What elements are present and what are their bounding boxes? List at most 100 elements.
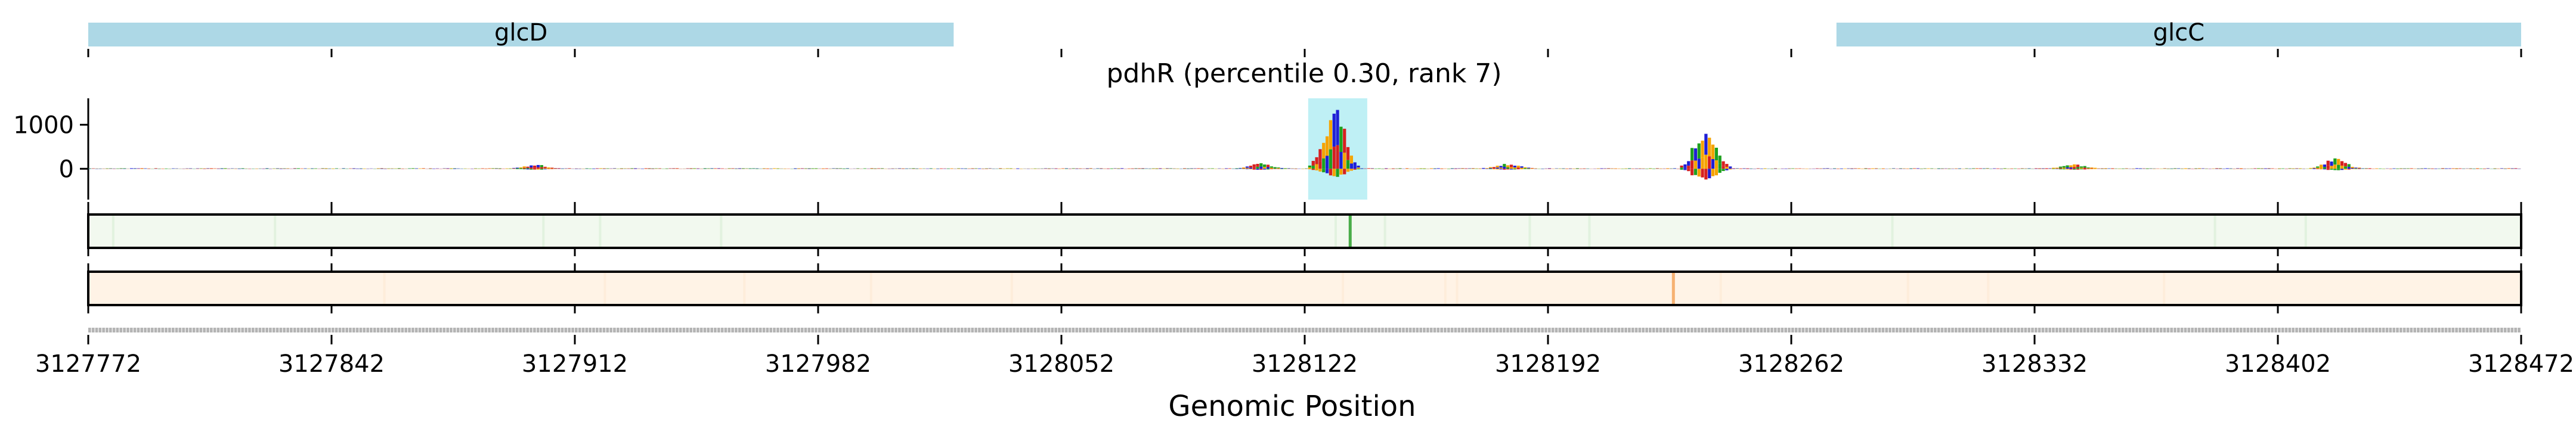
- sequence-base: [1072, 328, 1075, 332]
- sequence-base: [2281, 328, 2284, 332]
- logo-letter: [1722, 166, 1725, 169]
- sequence-base: [154, 328, 157, 332]
- logo-letter: [1308, 165, 1312, 168]
- sequence-base: [435, 328, 439, 332]
- track-faint-band: [1528, 216, 1531, 247]
- sequence-base: [616, 328, 620, 332]
- logo-letter: [2218, 168, 2222, 169]
- sequence-base: [1416, 328, 1419, 332]
- logo-letter: [1732, 168, 1736, 169]
- sequence-base: [1395, 328, 1398, 332]
- logo-letter-neg: [1336, 169, 1339, 177]
- sequence-base: [2312, 328, 2315, 332]
- sequence-base: [696, 328, 699, 332]
- logo-letter: [1683, 167, 1687, 169]
- sequence-base: [1788, 328, 1791, 332]
- chart-title: pdhR (percentile 0.30, rank 7): [1106, 58, 1501, 89]
- sequence-base: [1857, 328, 1860, 332]
- logo-letter: [2333, 164, 2337, 169]
- sequence-base: [2145, 328, 2149, 332]
- sequence-base: [1343, 328, 1346, 332]
- sequence-base: [2010, 328, 2013, 332]
- logo-letter: [1322, 142, 1326, 158]
- logo-letter: [1266, 164, 1270, 167]
- sequence-base: [422, 328, 425, 332]
- sequence-base: [2337, 328, 2340, 332]
- logo-letter: [1461, 168, 1465, 169]
- logo-letter: [450, 168, 453, 169]
- x-axis: 3127772 3127842 3127912 3127982 3128052 31281…: [35, 335, 2574, 378]
- sequence-base: [505, 328, 509, 332]
- logo-letter: [1735, 168, 1739, 169]
- track-faint-band: [542, 216, 545, 247]
- sequence-base: [328, 328, 331, 332]
- signal-track-orange: [87, 263, 2522, 313]
- sequence-base: [540, 328, 543, 332]
- sequence-base: [150, 328, 154, 332]
- logo-letter: [1044, 168, 1048, 169]
- sequence-base: [1551, 328, 1555, 332]
- sequence-base: [1673, 328, 1676, 332]
- sequence-base: [585, 328, 589, 332]
- sequence-base: [1892, 328, 1895, 332]
- sequence-base: [2361, 328, 2364, 332]
- logo-letter: [1183, 168, 1187, 169]
- sequence-base: [2406, 328, 2410, 332]
- logo-letter: [491, 168, 495, 169]
- sequence-base: [140, 328, 144, 332]
- sequence-base: [2284, 328, 2288, 332]
- logo-letter: [206, 168, 210, 169]
- logo-letter: [1357, 166, 1360, 168]
- sequence-base: [971, 328, 974, 332]
- sequence-base: [1117, 328, 1120, 332]
- sequence-base: [1739, 328, 1742, 332]
- logo-letter-neg: [1693, 169, 1698, 175]
- sequence-base: [1082, 328, 1085, 332]
- logo-letter: [241, 168, 244, 169]
- sequence-base: [2239, 328, 2243, 332]
- logo-letter: [1690, 160, 1694, 169]
- logo-letter: [1680, 165, 1683, 168]
- sequence-base: [1315, 328, 1318, 332]
- gene-track-x-ticks: [87, 49, 2522, 57]
- sequence-base: [887, 328, 891, 332]
- sequence-base: [1798, 328, 1801, 332]
- logo-letter: [1315, 157, 1318, 164]
- sequence-base: [2399, 328, 2402, 332]
- logo-letter: [752, 168, 756, 169]
- logo-letter: [522, 166, 526, 168]
- logo-letter: [1729, 167, 1732, 169]
- logo-letter: [1680, 167, 1683, 169]
- sequence-base: [2476, 328, 2479, 332]
- sequence-base: [324, 328, 328, 332]
- sequence-base: [98, 328, 102, 332]
- logo-letter: [1986, 168, 1989, 169]
- sequence-base: [689, 328, 693, 332]
- sequence-base: [2253, 328, 2256, 332]
- sequence-base: [1781, 328, 1784, 332]
- sequence-base: [1475, 328, 1478, 332]
- logo-letter: [1725, 166, 1729, 169]
- sequence-base: [1308, 328, 1311, 332]
- sequence-base: [686, 328, 689, 332]
- sequence-base: [1301, 328, 1304, 332]
- sequence-base: [1503, 328, 1506, 332]
- sequence-base: [456, 328, 460, 332]
- sequence-base: [1461, 328, 1464, 332]
- logo-track: 0 1000: [13, 98, 2522, 210]
- logo-letter: [1353, 162, 1357, 166]
- sequence-base: [1089, 328, 1092, 332]
- sequence-base: [1047, 328, 1051, 332]
- logo-letter: [446, 168, 450, 169]
- logo-letter: [1913, 168, 1916, 169]
- sequence-base: [2364, 328, 2368, 332]
- logo-letter: [2319, 164, 2323, 167]
- sequence-base: [473, 328, 477, 332]
- sequence-base: [783, 328, 787, 332]
- sequence-base: [1812, 328, 1815, 332]
- logo-letter: [2312, 167, 2316, 169]
- logo-letter: [2239, 168, 2243, 169]
- logo-letter: [1079, 168, 1082, 169]
- logo-letter: [2288, 168, 2292, 169]
- gene-label: glcC: [2153, 19, 2205, 46]
